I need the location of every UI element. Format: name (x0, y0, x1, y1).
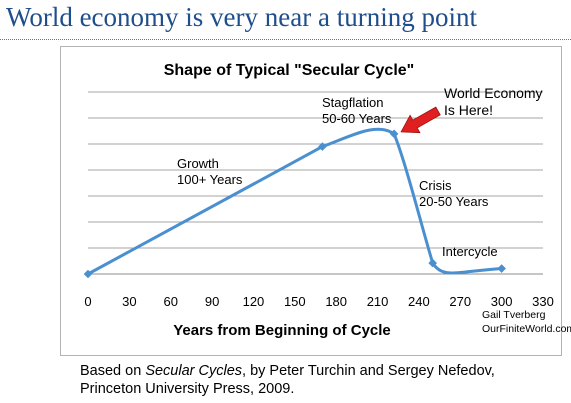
credit-line: OurFiniteWorld.com (482, 323, 571, 335)
data-point-marker (83, 269, 93, 279)
annotation-growth: Growth 100+ Years (177, 156, 243, 187)
annotation-line: 100+ Years (177, 172, 243, 187)
annotation-line: Crisis (419, 178, 452, 193)
x-tick-label: 30 (122, 294, 136, 309)
annotation-stagflation: Stagflation 50-60 Years (322, 95, 392, 126)
slide-title: World economy is very near a turning poi… (6, 2, 477, 32)
series-line (83, 127, 506, 279)
arrow-shape (400, 106, 441, 134)
x-tick-label: 90 (205, 294, 219, 309)
x-axis-ticks: 0 30 60 90 120 150 180 210 240 270 300 330 (84, 294, 553, 309)
x-tick-label: 120 (243, 294, 265, 309)
annotation-line: 50-60 Years (322, 111, 392, 126)
chart-title: Shape of Typical "Secular Cycle" (164, 62, 415, 79)
data-point-marker (497, 264, 506, 273)
x-tick-label: 150 (284, 294, 306, 309)
caption-suffix: , by Peter Turchin and Sergey Nefedov, P… (80, 363, 495, 397)
title-divider (0, 39, 571, 40)
chart-frame (60, 46, 562, 356)
credit-line: Gail Tverberg (482, 309, 546, 321)
caption-prefix: Based on (80, 363, 146, 379)
grid-lines (88, 91, 543, 275)
annotation-intercycle: Intercycle (442, 244, 498, 259)
annotations: Growth 100+ Years Stagflation 50-60 Years Wo… (177, 85, 543, 259)
x-tick-label: 210 (367, 294, 389, 309)
data-point-marker (318, 142, 327, 151)
annotation-world: World Economy Is Here! (444, 85, 543, 118)
x-tick-label: 300 (491, 294, 513, 309)
annotation-line: Intercycle (442, 244, 498, 259)
annotation-crisis: Crisis 20-50 Years (419, 178, 489, 209)
x-axis-label: Years from Beginning of Cycle (173, 322, 391, 339)
x-tick-label: 0 (84, 294, 91, 309)
annotation-line: Growth (177, 156, 219, 171)
series-curve (87, 127, 502, 276)
annotation-line: Is Here! (444, 102, 493, 118)
source-caption: Based on Secular Cycles, by Peter Turchi… (80, 362, 550, 398)
x-tick-label: 330 (532, 294, 554, 309)
x-tick-label: 240 (408, 294, 430, 309)
x-tick-label: 270 (449, 294, 471, 309)
x-tick-label: 180 (325, 294, 347, 309)
data-point-marker (389, 129, 399, 139)
caption-book-title: Secular Cycles (145, 363, 243, 379)
author-credit: Gail Tverberg OurFiniteWorld.com (482, 309, 571, 335)
annotation-line: World Economy (444, 85, 543, 101)
annotation-line: 20-50 Years (419, 194, 489, 209)
world-economy-arrow (400, 106, 441, 134)
data-point-marker (428, 258, 437, 268)
annotation-line: Stagflation (322, 95, 383, 110)
x-tick-label: 60 (163, 294, 177, 309)
